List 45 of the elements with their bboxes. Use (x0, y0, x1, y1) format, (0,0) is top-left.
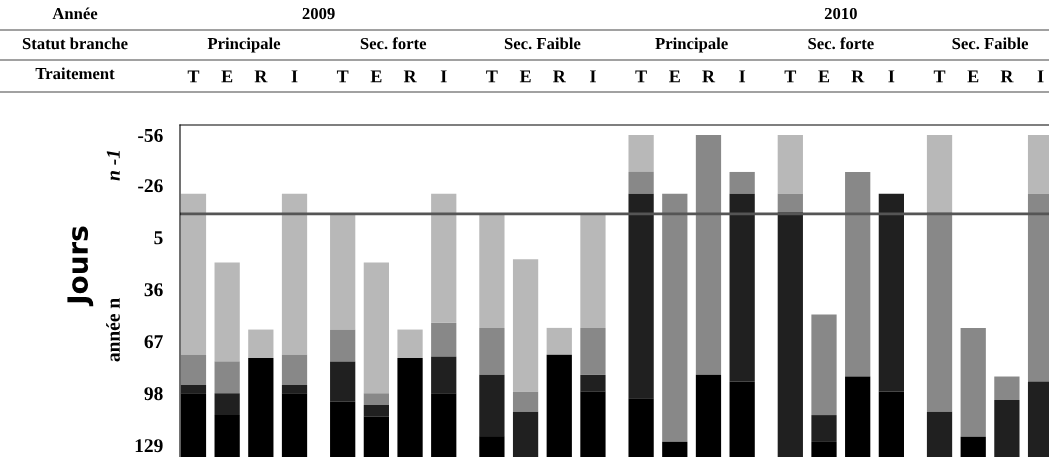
text: n -1 (106, 151, 120, 181)
x-tick-label: E (519, 70, 531, 83)
y-tick-label: 67 (144, 335, 163, 349)
text: année n (106, 298, 120, 362)
y-axis-title: Jours (67, 226, 94, 307)
x-tick-label: I (739, 70, 746, 83)
x-tick-label: E (370, 70, 382, 83)
x-tick-label: I (1037, 70, 1044, 83)
text: Statut branche (22, 37, 128, 50)
x-tick-label: R (851, 70, 865, 83)
text: Année (52, 7, 98, 20)
text: Traitement (35, 67, 115, 80)
y-tick-label: 98 (144, 387, 163, 401)
x-tick-label: T (486, 70, 498, 83)
text: Principale (655, 37, 728, 53)
text: Sec. forte (808, 37, 874, 50)
x-tick-label: I (440, 70, 447, 83)
x-tick-label: E (967, 70, 979, 83)
x-tick-label: I (888, 70, 895, 83)
x-tick-label: E (669, 70, 680, 83)
y-tick-label: 5 (154, 231, 163, 245)
x-tick-label: R (553, 70, 566, 83)
x-tick-label: T (336, 70, 349, 83)
x-tick-label: I (590, 70, 596, 83)
y-tick-label: 36 (144, 283, 163, 297)
y-tick-label: -26 (138, 179, 163, 193)
x-tick-label: R (403, 70, 417, 83)
x-tick-label: R (1000, 70, 1014, 83)
text: Principale (207, 37, 281, 53)
y-tick-label: 129 (135, 439, 163, 453)
x-tick-label: I (291, 70, 298, 83)
x-tick-label: T (635, 70, 647, 83)
text: 2009 (302, 7, 335, 20)
text: Sec. Faible (952, 37, 1029, 50)
x-tick-label: R (702, 70, 716, 83)
x-tick-label: E (221, 70, 233, 83)
x-tick-label: E (818, 70, 830, 83)
text: 2010 (824, 7, 857, 20)
y-tick-label: -56 (138, 128, 163, 142)
x-tick-label: T (784, 70, 797, 83)
text: Sec. Faible (504, 37, 581, 50)
x-tick-label: R (254, 70, 268, 83)
x-tick-label: T (933, 70, 946, 83)
text: Sec. forte (360, 37, 427, 50)
x-tick-label: T (187, 70, 200, 83)
